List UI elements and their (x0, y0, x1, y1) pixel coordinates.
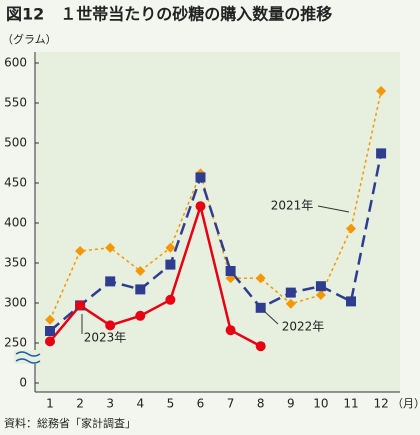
y-tick-label: 300 (4, 296, 27, 310)
x-tick-label: 6 (197, 397, 205, 411)
marker (376, 86, 387, 96)
marker (346, 223, 356, 234)
x-tick-label: 9 (287, 397, 295, 411)
marker (45, 326, 55, 336)
marker (45, 336, 55, 347)
y-tick-label: 0 (19, 376, 27, 390)
y-tick-label: 500 (4, 136, 27, 150)
x-tick-label: 8 (257, 397, 265, 411)
x-tick-label: 10 (313, 397, 328, 411)
marker (315, 290, 326, 300)
marker (255, 273, 266, 284)
y-tick-label: 350 (4, 256, 27, 270)
marker (135, 310, 146, 321)
marker (346, 296, 356, 307)
marker (376, 148, 387, 159)
marker (255, 302, 266, 313)
marker (315, 281, 326, 292)
marker (255, 341, 266, 352)
y-tick-label: 600 (4, 56, 27, 70)
y-tick-label: 400 (4, 216, 27, 230)
marker (105, 276, 116, 287)
x-tick-label: 7 (227, 397, 235, 411)
marker (195, 201, 206, 212)
x-tick-label: 1 (46, 397, 54, 411)
x-tick-label: 2 (76, 397, 84, 411)
y-tick-label: 550 (4, 96, 27, 110)
marker (135, 284, 146, 295)
marker (105, 320, 116, 331)
marker (75, 300, 86, 311)
marker (45, 314, 55, 325)
y-unit: （グラム） (2, 32, 57, 46)
marker (195, 172, 206, 183)
series-line (49, 201, 262, 348)
axis-break (14, 350, 44, 364)
x-tick-label: 3 (106, 397, 114, 411)
plot-area (35, 52, 400, 392)
x-tick-label: 12 (373, 397, 388, 411)
series-label: 2023年 (84, 331, 127, 345)
marker (165, 259, 176, 270)
y-tick-label: 450 (4, 176, 27, 190)
marker (285, 298, 296, 309)
x-tick-label: 5 (167, 397, 175, 411)
marker (105, 242, 116, 253)
series-label: 2022年 (282, 320, 325, 334)
annotation-leader (317, 205, 350, 213)
series-label: 2021年 (271, 199, 314, 213)
y-tick-label: 250 (4, 336, 27, 350)
marker (225, 266, 236, 276)
source: 資料：総務省「家計調査」 (4, 416, 136, 430)
x-unit: （月） (392, 397, 420, 410)
marker (75, 246, 86, 256)
chart-title: 図12 １世帯当たりの砂糖の購入数量の推移 (6, 5, 332, 24)
marker (225, 325, 236, 336)
annotation-leader (263, 310, 279, 325)
marker (135, 266, 146, 276)
x-tick-label: 11 (343, 397, 358, 411)
x-tick-label: 4 (136, 397, 144, 411)
series-line (49, 153, 383, 332)
marker (165, 242, 176, 253)
marker (285, 287, 296, 298)
marker (165, 294, 176, 305)
